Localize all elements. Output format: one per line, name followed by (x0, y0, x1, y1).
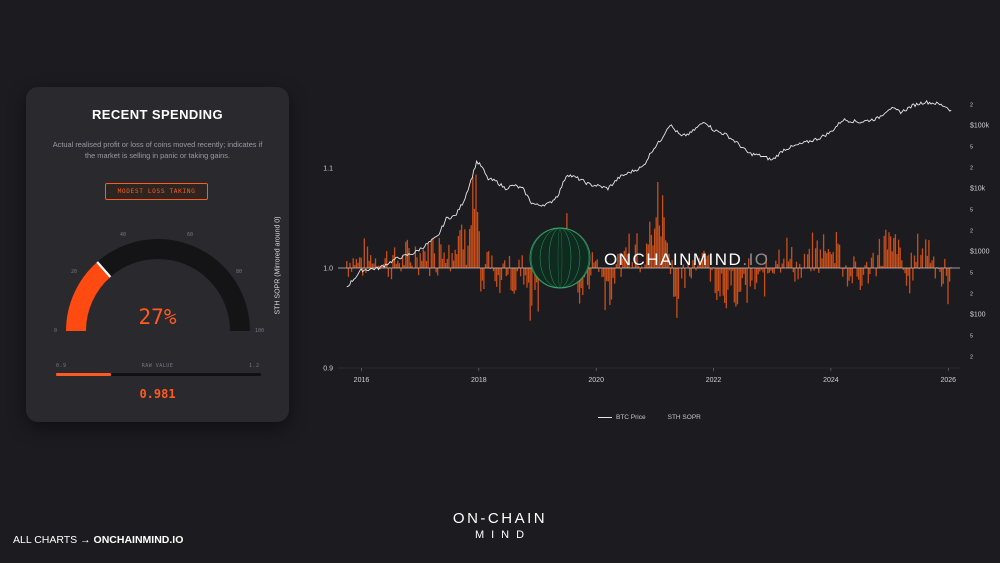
card-description: Actual realised profit or loss of coins … (52, 140, 263, 160)
watermark: ONCHAINMIND.IO (604, 250, 770, 270)
raw-value-label: RAW VALUE (141, 363, 174, 369)
footer-site: ONCHAINMIND.IO (93, 534, 184, 546)
x-tick-label: 2024 (823, 377, 839, 384)
price-series (346, 99, 952, 288)
brain-icon-meridian (530, 227, 590, 289)
right-tick-label: $100 (970, 312, 986, 319)
left-tick-label: 0.9 (323, 366, 333, 373)
right-tick-label: $10k (970, 186, 986, 193)
watermark-text: ONCHAINMIND (604, 250, 743, 269)
right-tick-label: 5 (970, 145, 973, 151)
right-tick-label: $100k (970, 123, 990, 130)
right-tick-label: 5 (970, 208, 973, 214)
left-tick-label: 1.1 (323, 166, 333, 173)
gauge-panel: 0 20 40 60 80 100 27% 0.9 RAW VALUE 1.2 … (26, 87, 289, 422)
brain-icon-meridian (539, 227, 581, 289)
gauge-tick-80: 80 (236, 269, 243, 275)
footer-prefix: ALL CHARTS → (13, 534, 94, 546)
brain-icon (529, 227, 591, 289)
right-tick-label: 5 (970, 334, 973, 340)
btc-price-line (346, 99, 952, 288)
left-axis-ticks: 1.1 1.0 0.9 (323, 166, 333, 373)
y-axis-label: STH SOPR (Mirrored around 0) (274, 216, 282, 315)
legend-label-price: BTC Price (616, 414, 646, 421)
chart-legend: BTC Price STH SOPR (598, 414, 701, 421)
gauge-tick-100: 100 (255, 328, 265, 334)
legend-item-price[interactable]: BTC Price (598, 414, 646, 421)
right-tick-label: 2 (970, 166, 973, 172)
brain-icon-meridian (557, 227, 563, 289)
gauge-needle (96, 261, 112, 278)
gauge-tick-0: 0 (54, 328, 58, 334)
raw-min-label: 0.9 (56, 363, 67, 369)
right-tick-label: 2 (970, 355, 973, 361)
right-tick-label: 2 (970, 229, 973, 235)
right-tick-label: $1000 (970, 249, 990, 256)
gauge-svg (66, 239, 250, 332)
right-axis-ticks: 2 $100k 5 2 $10k 5 2 $1000 5 2 $100 5 2 (970, 103, 990, 361)
brain-icon-meridian (548, 227, 572, 289)
gauge-percent: 27% (138, 305, 177, 329)
raw-value-fill (56, 373, 112, 376)
watermark-suffix: .IO (742, 250, 770, 269)
legend-line-icon (598, 416, 612, 418)
x-tick-label: 2026 (940, 377, 956, 384)
card-title: RECENT SPENDING (92, 107, 223, 122)
x-axis-ticks: 2016 2018 2020 2022 2024 2026 (354, 368, 956, 384)
sopr-series (346, 174, 952, 321)
brand-top: ON-CHAIN (452, 510, 548, 527)
brain-icon-meridian (548, 227, 572, 289)
raw-value: 0.981 (139, 387, 176, 401)
brand-logo: ON-CHAIN MIND (400, 510, 600, 541)
brain-icon-meridian (530, 227, 590, 289)
footer-link[interactable]: ALL CHARTS → ONCHAINMIND.IO (13, 534, 183, 546)
raw-max-label: 1.2 (249, 363, 260, 369)
left-tick-label: 1.0 (323, 266, 333, 273)
status-badge: MODEST LOSS TAKING (105, 183, 208, 200)
brain-logo (529, 227, 591, 289)
gauge-tick-40: 40 (120, 232, 127, 238)
x-tick-label: 2018 (471, 377, 487, 384)
x-tick-label: 2022 (706, 377, 722, 384)
legend-label-sopr: STH SOPR (667, 414, 701, 421)
x-tick-label: 2020 (588, 377, 604, 384)
brain-icon-meridian (539, 227, 581, 289)
gauge-tick-20: 20 (71, 269, 78, 275)
right-tick-label: 2 (970, 103, 973, 109)
legend-item-sopr[interactable]: STH SOPR (668, 414, 701, 421)
brand-bottom: MIND (474, 529, 532, 541)
right-tick-label: 5 (970, 271, 973, 277)
right-tick-label: 2 (970, 292, 973, 298)
gauge-tick-60: 60 (187, 232, 194, 238)
gauge-fill (66, 261, 111, 332)
raw-value-track (56, 373, 261, 376)
x-tick-label: 2016 (354, 377, 370, 384)
